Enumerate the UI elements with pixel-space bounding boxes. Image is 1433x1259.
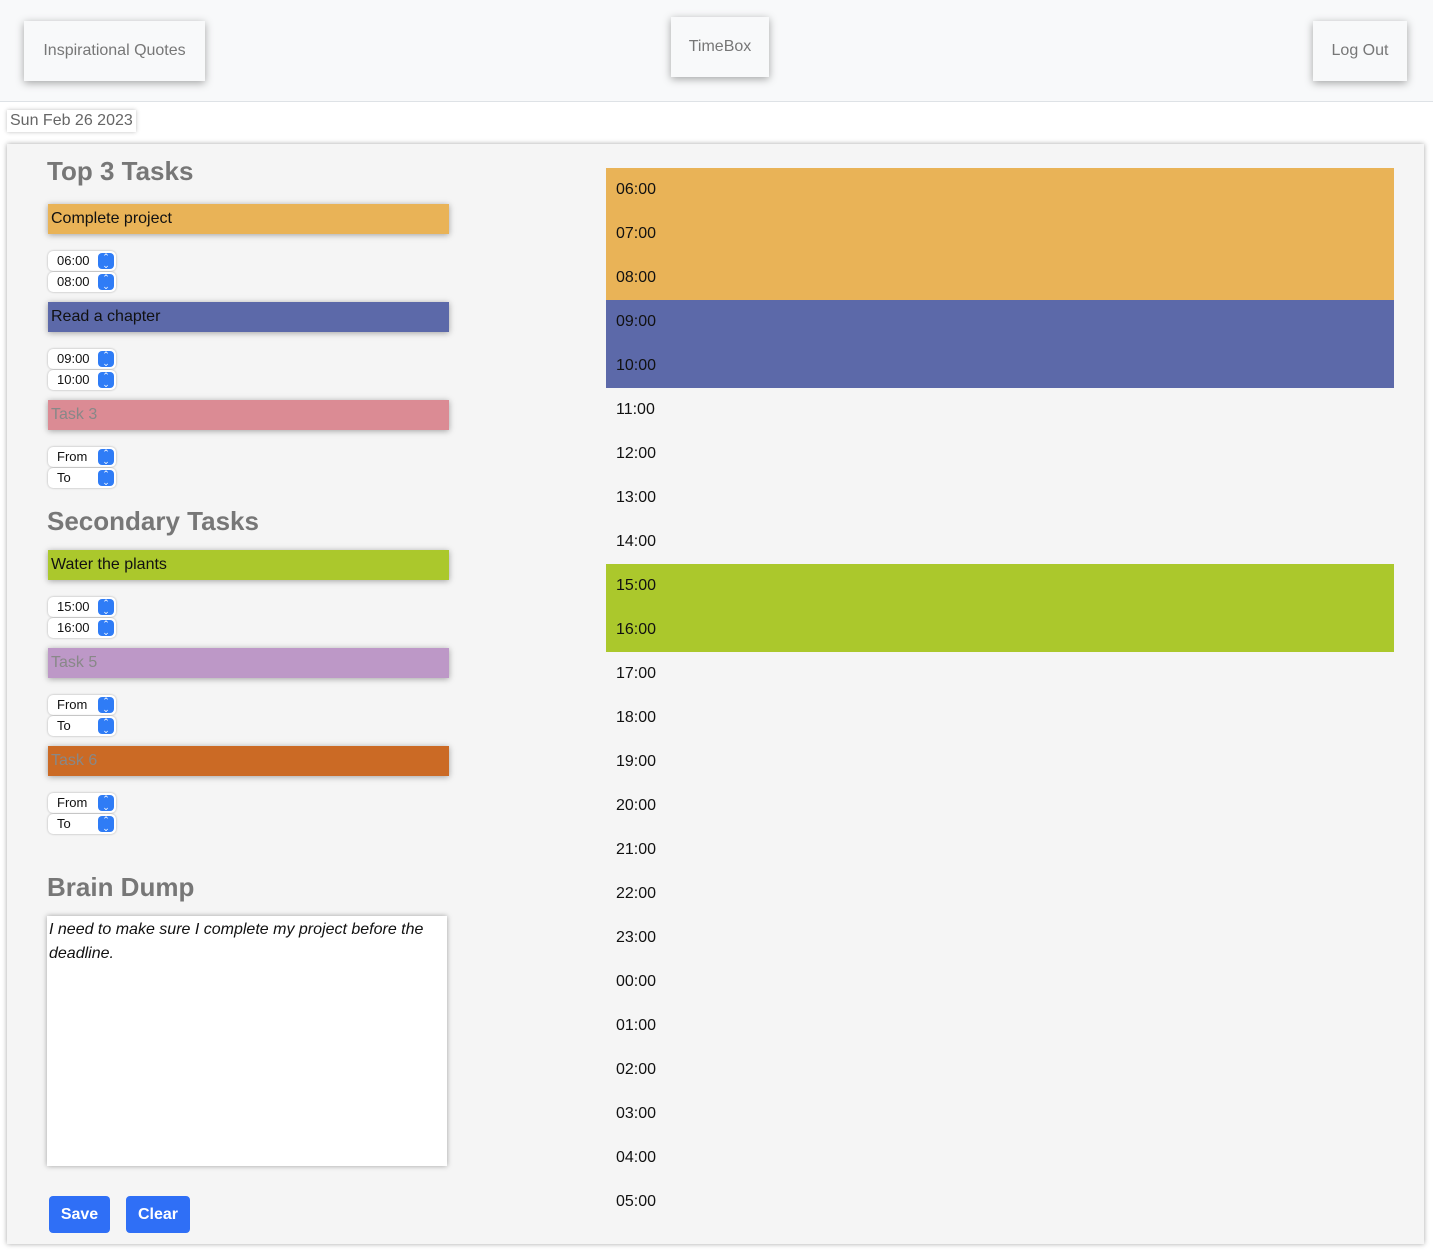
timeline-hour: 02:00 [616, 1061, 657, 1078]
chevron-updown-icon: ⌃ ⌄ [98, 816, 114, 833]
timeline: 06:00 07:00 08:00 09:00 10:00 11:00 12:00 13:00… [606, 168, 1394, 1224]
select-value: To [57, 470, 71, 485]
timeline-hour: 10:00 [606, 344, 1394, 388]
logout-button[interactable]: Log Out [1313, 21, 1407, 81]
task-input[interactable]: Water the plants [48, 550, 449, 580]
timeline-hour: 06:00 [606, 168, 1394, 212]
timeline-hour: 11:00 [616, 401, 655, 418]
task-from-select[interactable]: 15:00 ⌃ ⌄ [48, 597, 116, 617]
navbar: Inspirational Quotes TimeBox Log Out [0, 0, 1433, 102]
select-value: To [57, 718, 71, 733]
timeline-hour: 14:00 [616, 533, 657, 550]
select-value: From [57, 697, 88, 712]
timeline-hour: 05:00 [616, 1193, 657, 1210]
timeline-hour: 03:00 [616, 1105, 657, 1122]
chevron-updown-icon: ⌃ ⌄ [98, 795, 114, 812]
chevron-updown-icon: ⌃ ⌄ [98, 449, 114, 466]
timeline-hour: 00:00 [616, 973, 657, 990]
timeline-hour: 17:00 [616, 665, 657, 682]
task-from-select[interactable]: From ⌃ ⌄ [48, 447, 116, 467]
timeline-hour: 22:00 [616, 885, 657, 902]
select-value: 08:00 [57, 274, 90, 289]
chevron-updown-icon: ⌃ ⌄ [98, 470, 114, 487]
select-value: 15:00 [57, 599, 90, 614]
task-input[interactable]: Complete project [48, 204, 449, 234]
top-tasks-heading: Top 3 Tasks [47, 156, 194, 186]
timeline-hour: 09:00 [606, 300, 1394, 344]
secondary-tasks-heading: Secondary Tasks [47, 506, 259, 536]
app-title[interactable]: TimeBox [671, 17, 769, 77]
select-value: 10:00 [57, 372, 90, 387]
chevron-updown-icon: ⌃ ⌄ [98, 620, 114, 637]
select-value: 09:00 [57, 351, 90, 366]
timeline-hour: 08:00 [606, 256, 1394, 300]
timeline-hour: 13:00 [616, 489, 657, 506]
chevron-updown-icon: ⌃ ⌄ [98, 599, 114, 616]
task-to-select[interactable]: To ⌃ ⌄ [48, 468, 116, 488]
task-from-select[interactable]: From ⌃ ⌄ [48, 793, 116, 813]
select-value: From [57, 449, 88, 464]
timeline-hour: 04:00 [616, 1149, 657, 1166]
timeline-hour: 15:00 [606, 564, 1394, 608]
select-value: 06:00 [57, 253, 90, 268]
chevron-updown-icon: ⌃ ⌄ [98, 372, 114, 389]
timeline-hour: 18:00 [616, 709, 657, 726]
brain-dump-heading: Brain Dump [47, 872, 195, 902]
chevron-updown-icon: ⌃ ⌄ [98, 274, 114, 291]
current-date: Sun Feb 26 2023 [7, 110, 136, 132]
select-value: From [57, 795, 88, 810]
select-value: To [57, 816, 71, 831]
task-input[interactable]: Task 5 [48, 648, 449, 678]
planner-card: Top 3 Tasks Secondary Tasks Complete pro… [7, 144, 1424, 1244]
task-from-select[interactable]: 06:00 ⌃ ⌄ [48, 251, 116, 271]
task-input[interactable]: Read a chapter [48, 302, 449, 332]
task-from-select[interactable]: From ⌃ ⌄ [48, 695, 116, 715]
task-input[interactable]: Task 3 [48, 400, 449, 430]
select-value: 16:00 [57, 620, 90, 635]
chevron-updown-icon: ⌃ ⌄ [98, 351, 114, 368]
chevron-updown-icon: ⌃ ⌄ [98, 718, 114, 735]
chevron-updown-icon: ⌃ ⌄ [98, 253, 114, 270]
timeline-hour: 16:00 [606, 608, 1394, 652]
task-to-select[interactable]: To ⌃ ⌄ [48, 814, 116, 834]
clear-button[interactable]: Clear [126, 1196, 190, 1233]
timeline-hour: 21:00 [616, 841, 657, 858]
chevron-updown-icon: ⌃ ⌄ [98, 697, 114, 714]
timeline-hour: 23:00 [616, 929, 657, 946]
inspirational-quotes-button[interactable]: Inspirational Quotes [24, 21, 205, 81]
task-to-select[interactable]: 10:00 ⌃ ⌄ [48, 370, 116, 390]
save-button[interactable]: Save [49, 1196, 110, 1233]
brain-dump-textarea[interactable]: I need to make sure I complete my projec… [47, 916, 447, 1166]
task-input[interactable]: Task 6 [48, 746, 449, 776]
timeline-hour: 01:00 [616, 1017, 657, 1034]
timeline-hour: 07:00 [606, 212, 1394, 256]
task-to-select[interactable]: 16:00 ⌃ ⌄ [48, 618, 116, 638]
task-to-select[interactable]: 08:00 ⌃ ⌄ [48, 272, 116, 292]
timeline-hour: 20:00 [616, 797, 657, 814]
task-from-select[interactable]: 09:00 ⌃ ⌄ [48, 349, 116, 369]
task-to-select[interactable]: To ⌃ ⌄ [48, 716, 116, 736]
timeline-hour: 19:00 [616, 753, 657, 770]
timeline-hour: 12:00 [616, 445, 657, 462]
